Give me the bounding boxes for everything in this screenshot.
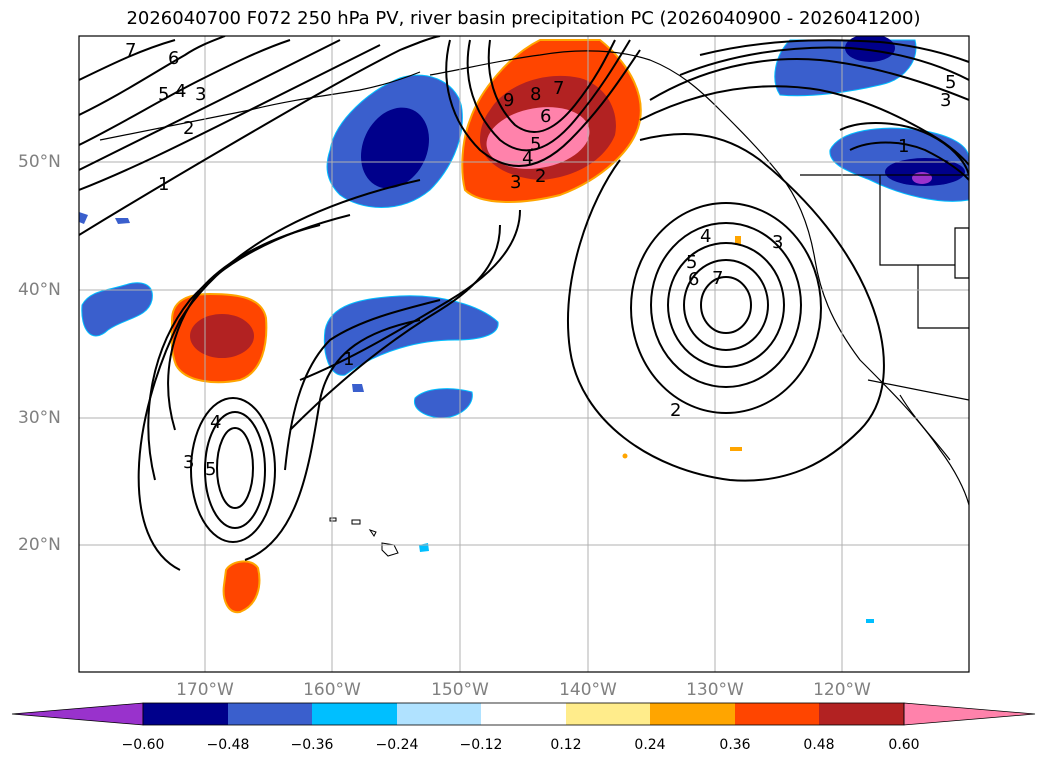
colorbar-tick: 0.12 xyxy=(550,737,582,753)
lon-label-150w: 150°W xyxy=(431,680,489,700)
colorbar-tick: 0.24 xyxy=(634,737,666,753)
contour-label: 7 xyxy=(125,40,136,61)
contour-label: 3 xyxy=(940,90,951,111)
gridlines xyxy=(79,36,969,672)
contour-label: 5 xyxy=(530,134,541,155)
negative-anomaly-regions xyxy=(79,36,969,623)
contour-label: 5 xyxy=(158,84,169,105)
contour-label: 5 xyxy=(686,252,697,273)
contour-label: 8 xyxy=(530,84,541,105)
contour-label: 2 xyxy=(670,400,681,421)
contour-label: 4 xyxy=(522,148,533,169)
contour-label: 9 xyxy=(503,90,514,111)
colorbar xyxy=(11,702,1036,726)
contour-label: 3 xyxy=(772,232,783,253)
colorbar-tick: 0.60 xyxy=(888,737,920,753)
lat-label-30n: 30°N xyxy=(18,408,61,428)
colorbar-tick: −0.12 xyxy=(459,737,503,753)
colorbar-tick: −0.36 xyxy=(290,737,334,753)
lat-label-20n: 20°N xyxy=(18,535,61,555)
contour-label: 3 xyxy=(510,172,521,193)
contour-label: 4 xyxy=(210,412,221,433)
coastlines xyxy=(99,50,969,506)
contour-label: 4 xyxy=(700,226,711,247)
contour-labels: 7 6 5 4 3 2 1 9 8 7 6 5 4 3 2 1 4 5 6 7 … xyxy=(125,40,956,480)
map-title: 2026040700 F072 250 hPa PV, river basin … xyxy=(126,8,921,29)
contour-label: 3 xyxy=(183,452,194,473)
lat-label-40n: 40°N xyxy=(18,280,61,300)
lon-label-120w: 120°W xyxy=(813,680,871,700)
contour-label: 5 xyxy=(205,459,216,480)
contour-label: 1 xyxy=(343,349,354,370)
colorbar-tick: −0.24 xyxy=(375,737,419,753)
contour-label: 4 xyxy=(175,81,186,102)
contour-label: 1 xyxy=(898,136,909,157)
contour-label: 7 xyxy=(712,268,723,289)
contour-label: 3 xyxy=(195,84,206,105)
contour-label: 6 xyxy=(168,48,179,69)
contour-label: 6 xyxy=(688,269,699,290)
lon-label-160w: 160°W xyxy=(303,680,361,700)
contour-label: 5 xyxy=(945,72,956,93)
hawaii-islands xyxy=(329,517,399,557)
contour-label: 2 xyxy=(183,118,194,139)
colorbar-tick: 0.36 xyxy=(719,737,751,753)
lon-label-170w: 170°W xyxy=(176,680,234,700)
colorbar-tick: −0.60 xyxy=(121,737,165,753)
contour-label: 1 xyxy=(158,174,169,195)
colorbar-tick: −0.48 xyxy=(206,737,250,753)
contour-label: 2 xyxy=(535,166,546,187)
lat-label-50n: 50°N xyxy=(18,152,61,172)
map-frame xyxy=(78,35,970,673)
positive-anomaly-regions xyxy=(170,39,742,614)
contour-label: 6 xyxy=(540,106,551,127)
pv-contours xyxy=(79,36,969,571)
contour-label: 7 xyxy=(553,78,564,99)
lon-label-140w: 140°W xyxy=(559,680,617,700)
lon-label-130w: 130°W xyxy=(686,680,744,700)
colorbar-tick: 0.48 xyxy=(803,737,835,753)
